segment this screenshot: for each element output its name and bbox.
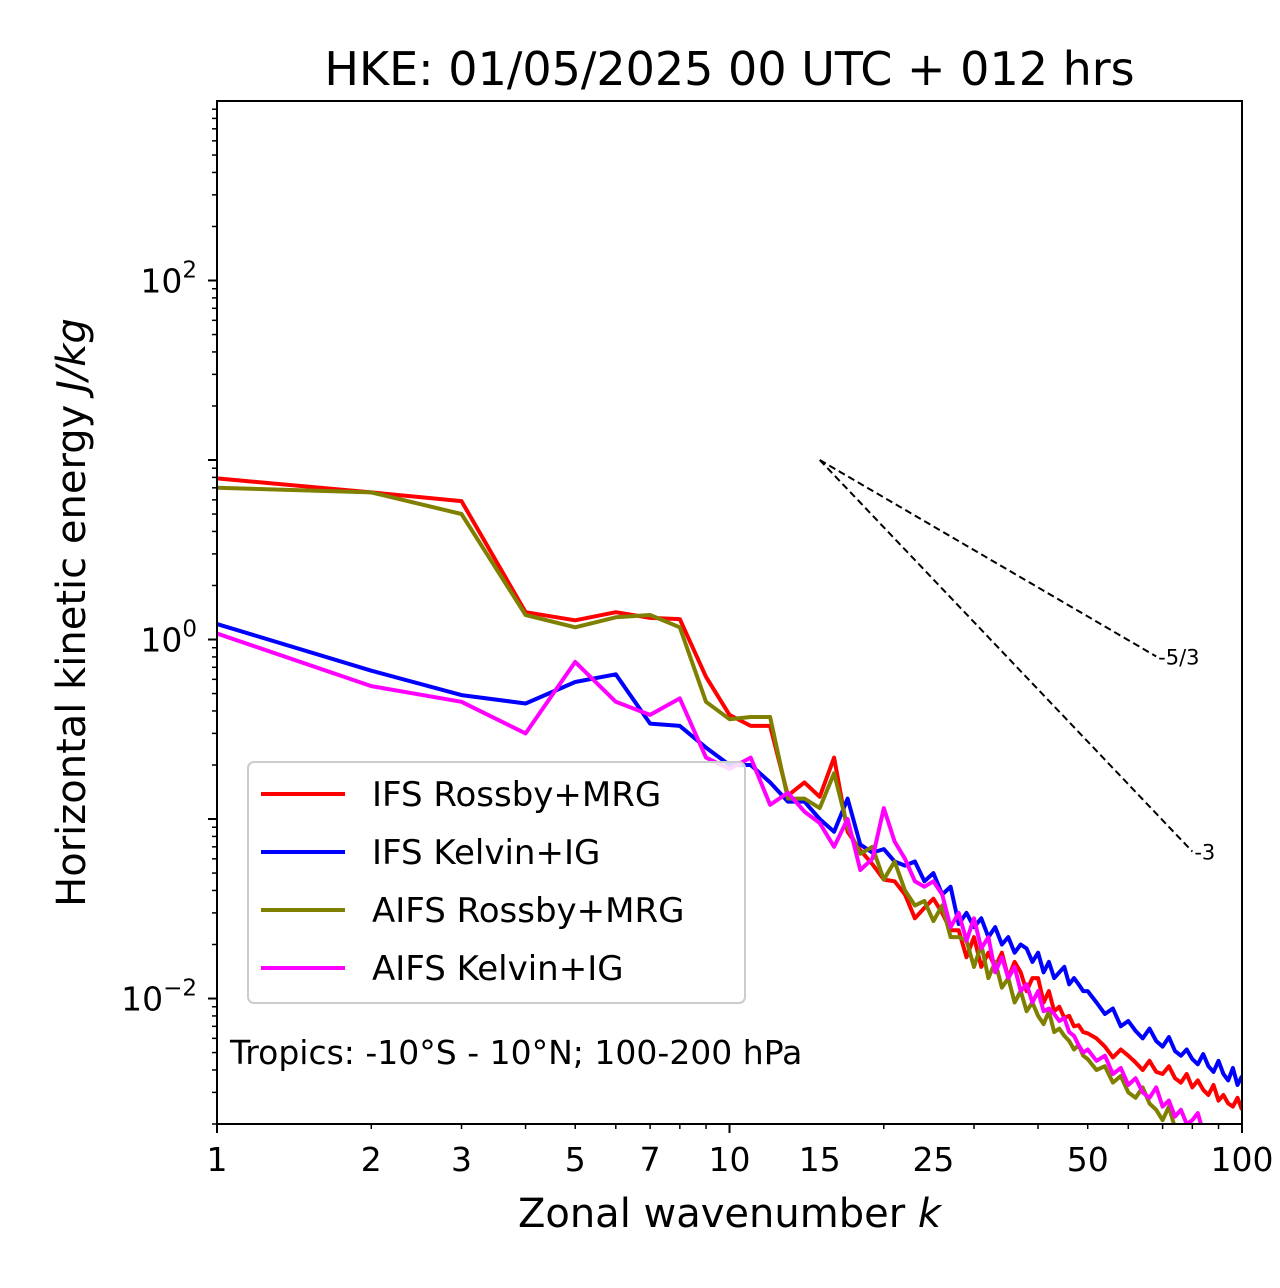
y-axis-title: Horizontal kinetic energy J/kg [49, 318, 95, 907]
legend-label-1: IFS Kelvin+IG [372, 833, 600, 873]
x-tick-label-6: 15 [799, 1140, 841, 1179]
series-line-3 [217, 631, 1203, 1124]
y-tick-label-0: 10−2 [121, 976, 197, 1019]
series-line-0 [217, 476, 1242, 1111]
x-tick-label-4: 7 [640, 1140, 661, 1179]
x-tick-label-9: 100 [1211, 1140, 1274, 1179]
legend: IFS Rossby+MRG IFS Kelvin+IG AIFS Rossby+M… [247, 761, 746, 1004]
y-tick-label-1: 100 [140, 617, 197, 660]
x-axis-label: Zonal wavenumber [518, 1191, 906, 1237]
x-tick-label-7: 25 [912, 1140, 954, 1179]
region-annotation: Tropics: -10°S - 10°N; 100-200 hPa [229, 1033, 802, 1072]
x-axis-title: Zonal wavenumber k [518, 1191, 943, 1237]
x-axis-ticks: 1 2 3 5 7 10 15 25 50 100 [207, 1124, 1274, 1179]
x-axis-variable: k [918, 1191, 943, 1237]
y-axis-unit: J/kg [49, 318, 95, 399]
series-layer [217, 476, 1242, 1124]
legend-label-2: AIFS Rossby+MRG [372, 891, 684, 931]
x-tick-label-2: 3 [451, 1140, 472, 1179]
reference-slope-lines: -5/3 -3 [819, 459, 1215, 865]
x-tick-label-3: 5 [565, 1140, 586, 1179]
chart-title: HKE: 01/05/2025 00 UTC + 012 hrs [324, 42, 1134, 96]
y-axis-label: Horizontal kinetic energy [49, 405, 95, 907]
reference-line-label-1: -3 [1194, 841, 1215, 865]
x-tick-label-1: 2 [361, 1140, 382, 1179]
y-axis-ticks: 10−2 100 102 [121, 108, 217, 1125]
reference-line-1 [819, 459, 1194, 853]
reference-line-label-0: -5/3 [1158, 645, 1199, 669]
x-tick-label-8: 50 [1067, 1140, 1109, 1179]
reference-line-0 [819, 459, 1157, 658]
legend-label-0: IFS Rossby+MRG [372, 775, 661, 815]
x-tick-label-0: 1 [207, 1140, 228, 1179]
x-tick-label-5: 10 [709, 1140, 751, 1179]
legend-box [247, 761, 746, 1004]
y-tick-label-2: 102 [140, 258, 197, 301]
legend-label-3: AIFS Kelvin+IG [372, 949, 624, 989]
